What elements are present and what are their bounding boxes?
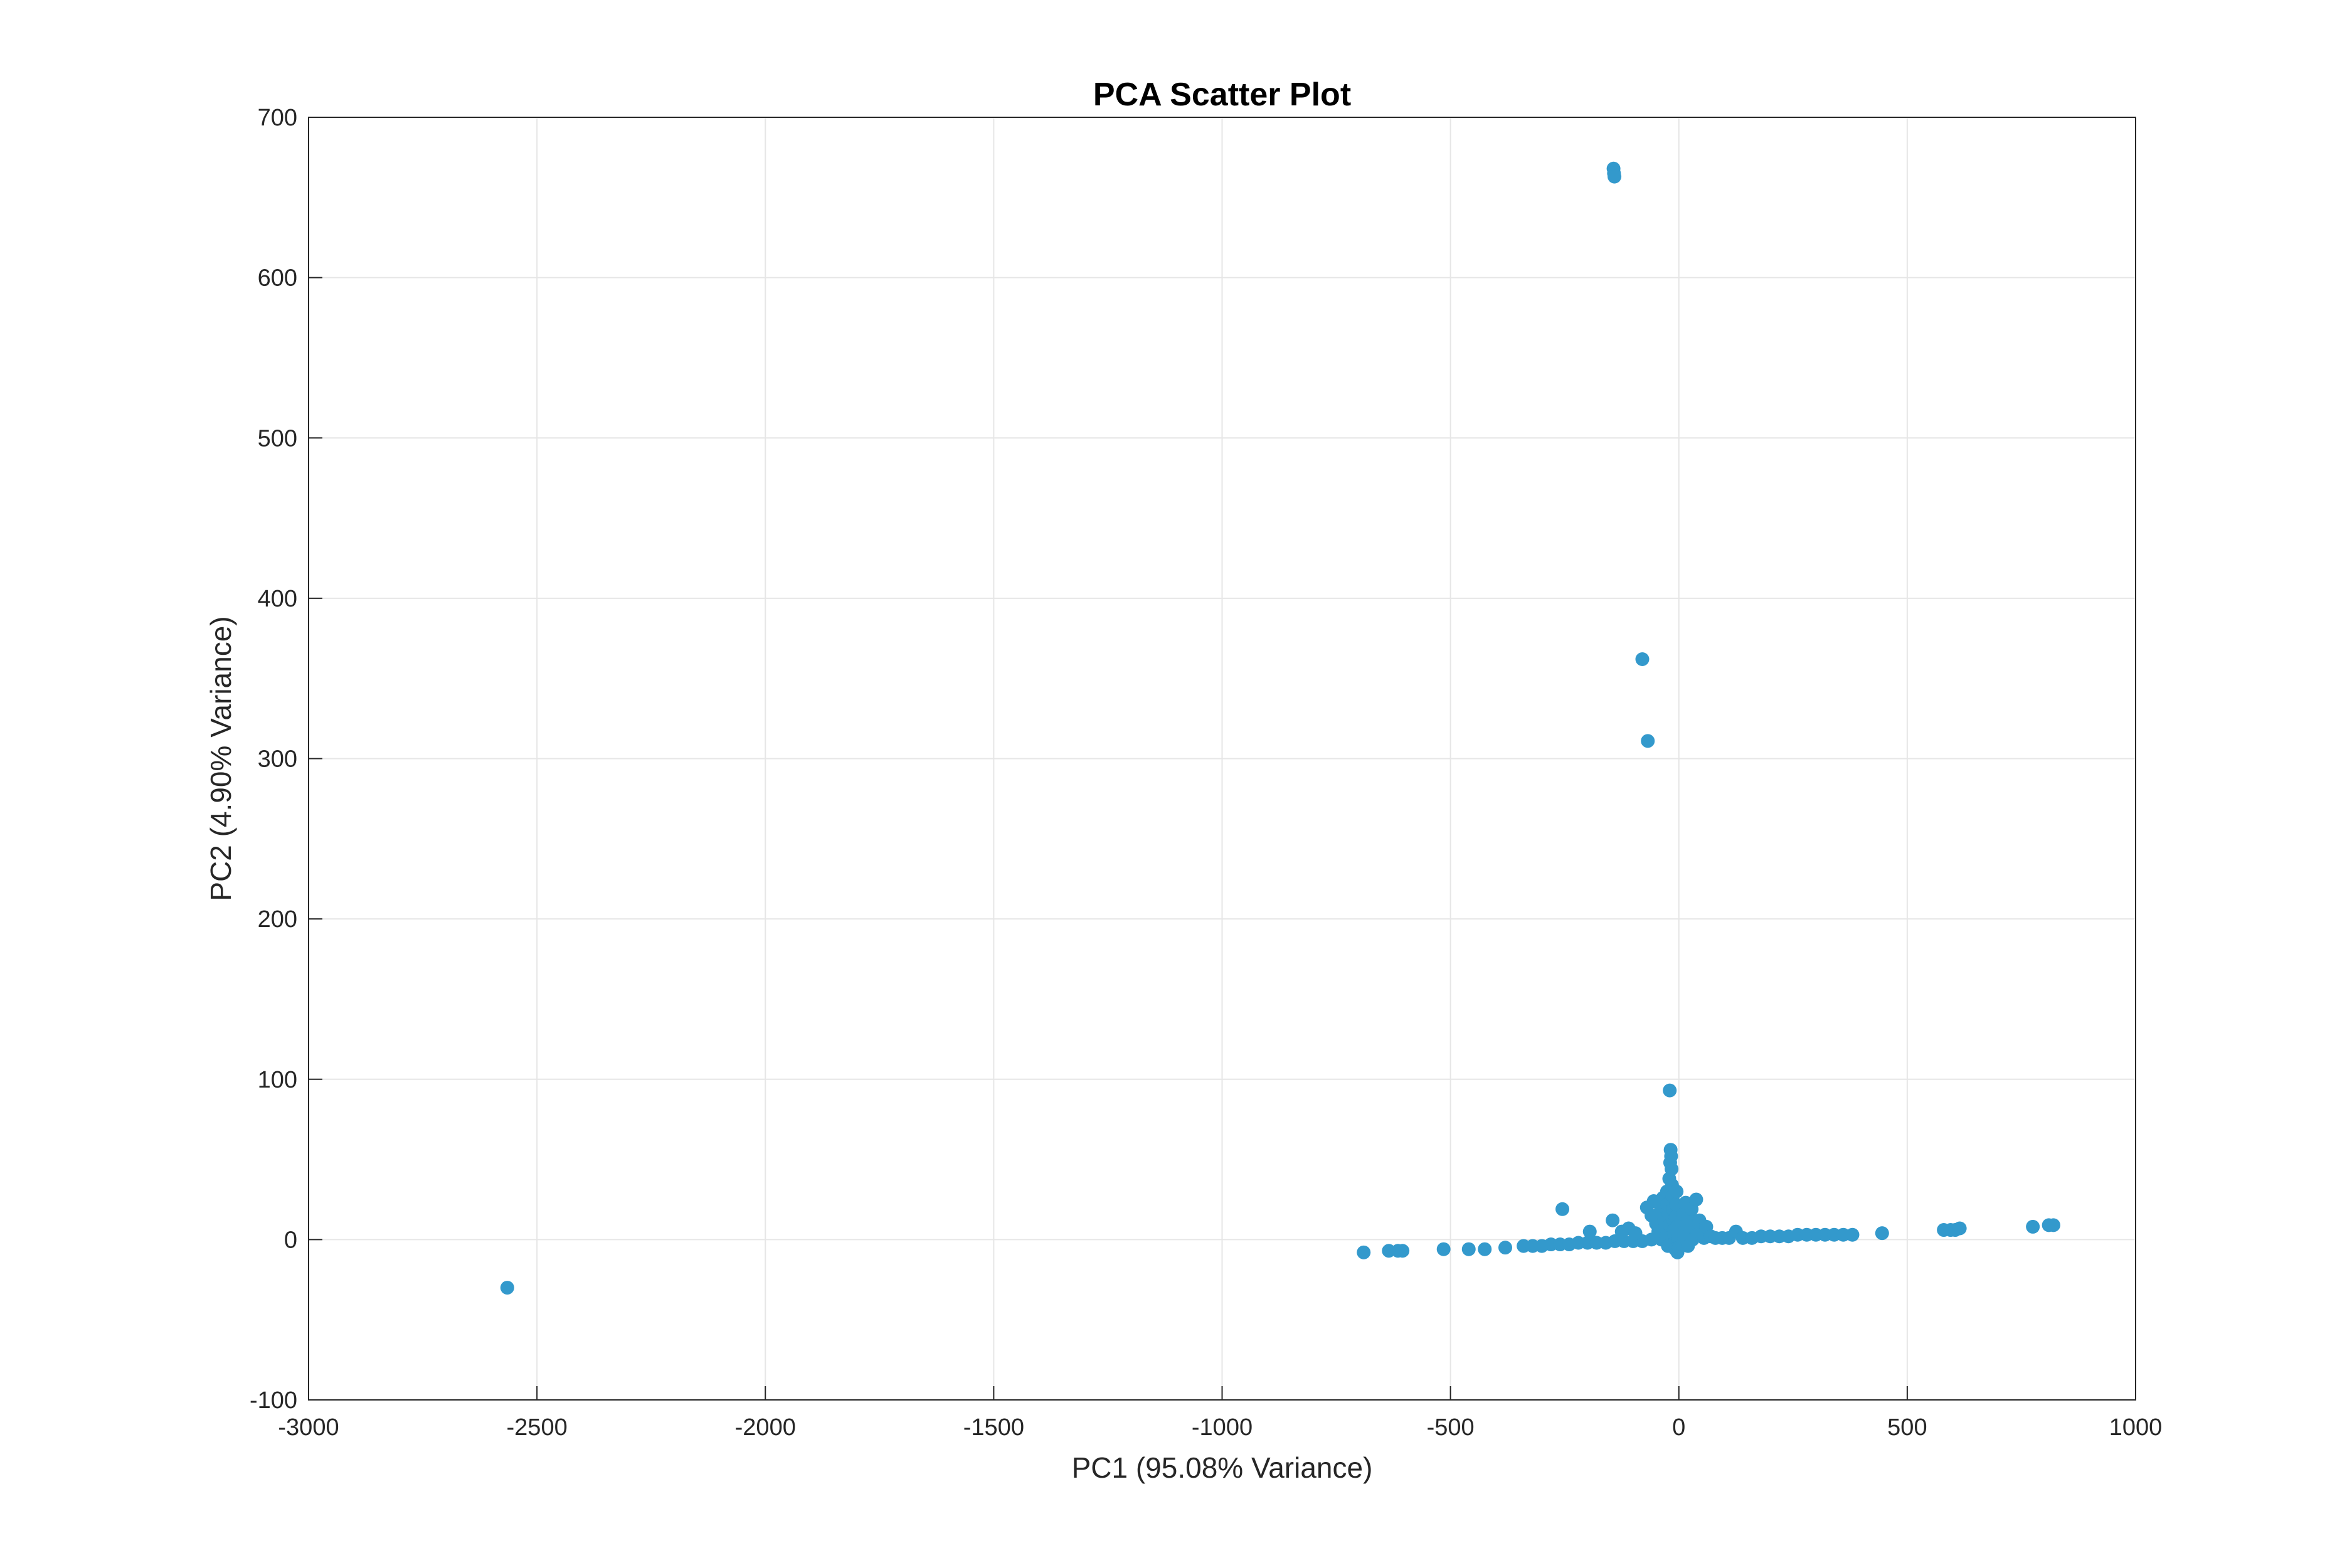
scatter-point <box>1606 1213 1620 1227</box>
scatter-points <box>500 161 2060 1295</box>
scatter-point <box>1555 1202 1570 1216</box>
x-tick-label: -1500 <box>963 1414 1024 1441</box>
x-tick-label: -2000 <box>735 1414 796 1441</box>
y-tick-label: 0 <box>284 1227 297 1253</box>
scatter-point <box>1664 1149 1678 1163</box>
scatter-point <box>1478 1242 1492 1256</box>
scatter-point <box>1663 1083 1677 1098</box>
scatter-point <box>1436 1242 1451 1256</box>
scatter-point <box>1628 1226 1643 1241</box>
scatter-point <box>1689 1192 1703 1207</box>
scatter-point <box>1498 1241 1513 1255</box>
scatter-point <box>1608 169 1622 184</box>
scatter-point <box>2026 1219 2040 1234</box>
y-tick-label: 700 <box>258 105 297 131</box>
y-tick-label: 200 <box>258 906 297 933</box>
scatter-point <box>1635 652 1650 667</box>
scatter-point <box>1845 1227 1860 1242</box>
y-tick-label: 600 <box>258 265 297 292</box>
chart-title: PCA Scatter Plot <box>1093 77 1351 113</box>
scatter-point <box>2046 1218 2060 1232</box>
scatter-point <box>1461 1242 1476 1256</box>
scatter-point <box>1952 1221 1967 1236</box>
x-tick-label: -2500 <box>507 1414 568 1441</box>
scatter-point <box>1670 1184 1684 1199</box>
x-tick-label: 1000 <box>2109 1414 2163 1441</box>
scatter-point <box>1582 1224 1597 1239</box>
y-tick-label: -100 <box>250 1387 297 1414</box>
x-tick-label: 0 <box>1672 1414 1685 1441</box>
y-axis-title: PC2 (4.90% Variance) <box>204 616 237 901</box>
y-tick-label: 300 <box>258 746 297 773</box>
scatter-point <box>1875 1226 1889 1241</box>
x-axis-title: PC1 (95.08% Variance) <box>1072 1451 1373 1484</box>
axis-ticks: -3000 -2500 -2000 -1500 -1000 -500 0 500 1000-10… <box>250 105 2162 1441</box>
x-tick-label: -500 <box>1427 1414 1475 1441</box>
scatter-point <box>1396 1244 1410 1258</box>
scatter-point <box>1665 1162 1679 1176</box>
y-tick-label: 100 <box>258 1067 297 1093</box>
x-tick-label: -3000 <box>278 1414 339 1441</box>
scatter-point <box>1357 1245 1371 1259</box>
scatter-point <box>1641 734 1655 748</box>
x-tick-label: 500 <box>1887 1414 1927 1441</box>
y-tick-label: 400 <box>258 586 297 612</box>
y-tick-label: 500 <box>258 425 297 452</box>
x-tick-label: -1000 <box>1192 1414 1253 1441</box>
scatter-point <box>500 1281 514 1295</box>
